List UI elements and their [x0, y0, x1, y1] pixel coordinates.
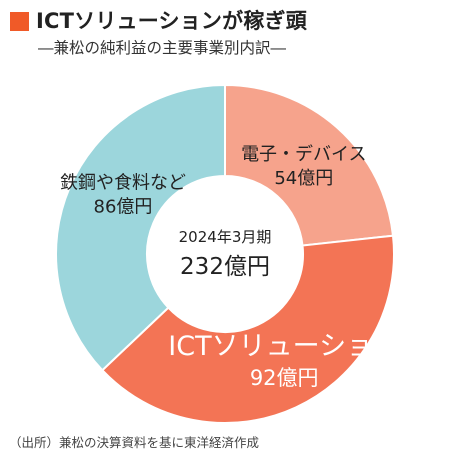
chart-title: ICTソリューションが稼ぎ頭 [36, 9, 307, 33]
center-period-label: 2024年3月期 [179, 228, 272, 246]
source-note: （出所）兼松の決算資料を基に東洋経済作成 [9, 435, 260, 450]
slice-1 [224, 83, 395, 247]
title-row: ICTソリューションが稼ぎ頭 [10, 8, 440, 34]
slice-3 [55, 83, 226, 372]
center-total-label: 232億円 [180, 254, 270, 280]
slice-label-value-2: 92億円 [250, 366, 319, 390]
chart-header: ICTソリューションが稼ぎ頭 ―兼松の純利益の主要事業別内訳― [10, 8, 440, 58]
slice-label-name-3: 鉄鋼や食料など [60, 173, 186, 194]
slice-label-name-1: 電子・デバイス [241, 144, 366, 165]
slice-label-value-1: 54億円 [274, 168, 333, 189]
title-marker-square [10, 11, 29, 31]
slice-2 [100, 234, 395, 424]
chart-subtitle: ―兼松の純利益の主要事業別内訳― [38, 39, 287, 57]
slice-label-name-2: ICTソリューション [168, 331, 400, 362]
slice-label-value-3: 86億円 [94, 197, 153, 218]
